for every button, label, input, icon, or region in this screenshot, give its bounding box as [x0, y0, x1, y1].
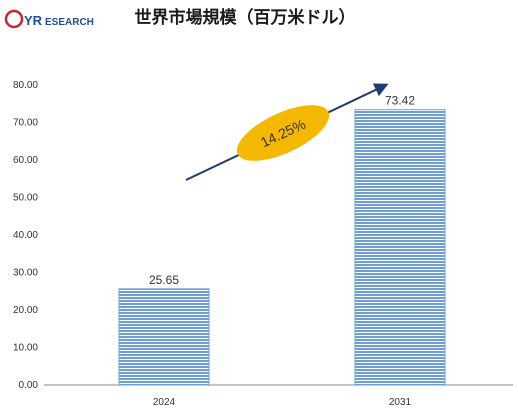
- x-tick-label-2031: 2031: [389, 397, 412, 408]
- bar-2024: [118, 288, 210, 386]
- logo-ring-icon: [4, 9, 24, 29]
- y-tick-label: 0.00: [19, 380, 39, 391]
- y-tick-label: 30.00: [13, 268, 38, 279]
- y-tick-label: 80.00: [13, 80, 38, 91]
- bar-2031: [354, 109, 446, 386]
- logo-yr: YR: [24, 13, 43, 28]
- y-tick-label: 60.00: [13, 155, 38, 166]
- y-tick-label: 40.00: [13, 230, 38, 241]
- y-tick-label: 20.00: [13, 305, 38, 316]
- y-tick-label: 50.00: [13, 193, 38, 204]
- value-label-2031: 73.42: [385, 94, 415, 108]
- value-label-2024: 25.65: [149, 273, 179, 287]
- cagr-badge: [236, 105, 330, 161]
- y-tick-labels: 0.00 10.00 20.00 30.00 40.00 50.00 60.00 70.00 8…: [13, 80, 38, 391]
- y-tick-label: 70.00: [13, 118, 38, 129]
- logo-rest: ESEARCH: [45, 17, 94, 28]
- cagr-annotation: 14.25%: [185, 83, 389, 181]
- chart-title: 世界市場規模（百万米ドル）: [135, 7, 356, 28]
- qyresearch-logo: YR ESEARCH: [4, 9, 94, 29]
- value-labels: 25.65 73.42: [149, 94, 415, 287]
- x-tick-labels: 2024 2031: [153, 397, 412, 408]
- y-tick-label: 10.00: [13, 343, 38, 354]
- bars: [118, 109, 446, 386]
- x-tick-label-2024: 2024: [153, 397, 176, 408]
